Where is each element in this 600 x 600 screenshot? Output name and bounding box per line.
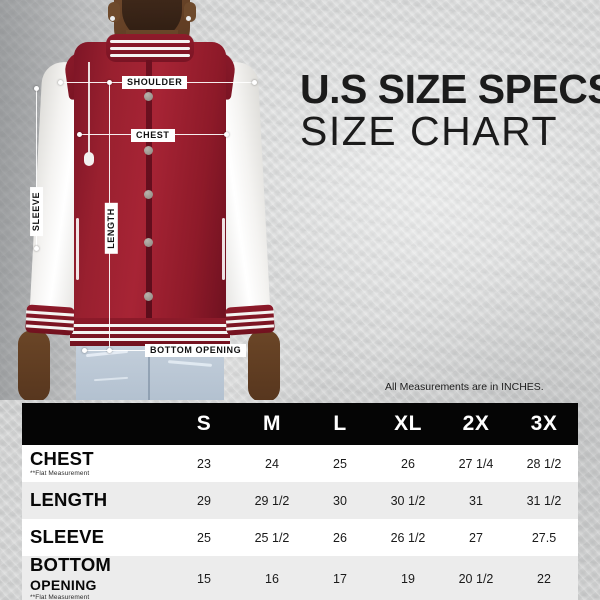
drawcord-tip (84, 152, 94, 166)
cell-bottom-xl: 19 (374, 556, 442, 600)
cell-length-s: 29 (170, 482, 238, 519)
cell-chest-l: 25 (306, 445, 374, 482)
length-guide-endpoint (107, 80, 112, 85)
shoulder-guide-endpoint (252, 80, 257, 85)
chest-label: CHEST (131, 129, 175, 142)
earring-stud (186, 16, 191, 21)
length-label: LENGTH (104, 203, 118, 254)
row-label-sleeve: SLEEVE (22, 519, 170, 556)
cell-length-l: 30 (306, 482, 374, 519)
table-row: SLEEVE 25 25 1/2 26 26 1/2 27 27.5 (22, 519, 578, 556)
table-row: BOTTOM OPENING **Flat Measurement 15 16 … (22, 554, 578, 600)
header-size-l: L (306, 403, 374, 445)
header-size-m: M (238, 403, 306, 445)
table-header-row: S M L XL 2X 3X (22, 403, 578, 445)
shoulder-guide-endpoint (58, 80, 63, 85)
bottom-opening-guide-endpoint (82, 348, 87, 353)
chest-guide-endpoint (224, 132, 229, 137)
chest-guide-endpoint (77, 132, 82, 137)
row-label-chest-sub: **Flat Measurement (30, 469, 90, 477)
cell-sleeve-2x: 27 (442, 519, 510, 556)
header-size-s: S (170, 403, 238, 445)
cell-bottom-s: 15 (170, 556, 238, 600)
row-label-bottom-opening: BOTTOM OPENING **Flat Measurement (22, 554, 170, 600)
cell-sleeve-xl: 26 1/2 (374, 519, 442, 556)
sleeve-guide-endpoint (34, 86, 39, 91)
header-size-3x: 3X (510, 403, 578, 445)
cell-bottom-l: 17 (306, 556, 374, 600)
jacket-snap-button (144, 146, 153, 155)
cell-chest-3x: 28 1/2 (510, 445, 578, 482)
cell-chest-s: 23 (170, 445, 238, 482)
page-subtitle: SIZE CHART (300, 107, 558, 154)
cell-sleeve-l: 26 (306, 519, 374, 556)
collar-stripe (110, 47, 190, 50)
jacket-snap-button (144, 292, 153, 301)
sleeve-guide-line (36, 88, 37, 248)
waistband-stripe (70, 338, 230, 341)
row-label-bottom-sub: **Flat Measurement (30, 594, 90, 600)
earring-stud (110, 16, 115, 21)
row-label-chest: CHEST **Flat Measurement (22, 445, 170, 482)
cell-bottom-2x: 20 1/2 (442, 556, 510, 600)
cell-length-xl: 30 1/2 (374, 482, 442, 519)
title-block: U.S SIZE SPECS SIZE CHART (300, 66, 600, 154)
jacket-pocket-right (222, 218, 225, 280)
row-label-bottom-word: BOTTOM (30, 554, 112, 575)
cell-sleeve-m: 25 1/2 (238, 519, 306, 556)
cell-bottom-m: 16 (238, 556, 306, 600)
size-chart-table-wrap: S M L XL 2X 3X CHEST **Flat Measurement … (22, 403, 578, 600)
row-label-length-main: LENGTH (30, 489, 108, 511)
table-header: S M L XL 2X 3X (22, 403, 578, 445)
row-label-sleeve-main: SLEEVE (30, 526, 105, 548)
cell-sleeve-3x: 27.5 (510, 519, 578, 556)
units-note: All Measurements are in INCHES. (385, 381, 544, 393)
bottom-opening-label: BOTTOM OPENING (145, 344, 247, 357)
size-chart-table: S M L XL 2X 3X CHEST **Flat Measurement … (22, 403, 578, 600)
row-label-chest-main: CHEST (30, 448, 94, 469)
cell-length-m: 29 1/2 (238, 482, 306, 519)
row-label-opening-word: OPENING (30, 576, 97, 593)
header-size-2x: 2X (442, 403, 510, 445)
sleeve-label: SLEEVE (30, 186, 44, 237)
jacket-pocket-left (76, 218, 79, 280)
sleeve-guide-endpoint (34, 246, 39, 251)
cell-sleeve-s: 25 (170, 519, 238, 556)
collar-stripe (110, 40, 190, 43)
header-corner-cell (22, 403, 170, 445)
shoulder-label: SHOULDER (122, 76, 188, 89)
cell-bottom-3x: 22 (510, 556, 578, 600)
table-body: CHEST **Flat Measurement 23 24 25 26 27 … (22, 445, 578, 600)
model-left-arm (18, 330, 50, 400)
jacket-snap-button (144, 190, 153, 199)
model-right-arm (248, 330, 280, 400)
page-title: U.S SIZE SPECS (300, 66, 600, 112)
jacket-snap-button (144, 92, 153, 101)
waistband-stripe (70, 331, 230, 334)
table-row: CHEST **Flat Measurement 23 24 25 26 27 … (22, 445, 578, 482)
collar-stripe (110, 54, 190, 57)
cell-chest-xl: 26 (374, 445, 442, 482)
jeans-seam (148, 336, 150, 400)
table-row: LENGTH 29 29 1/2 30 30 1/2 31 31 1/2 (22, 482, 578, 519)
cell-length-2x: 31 (442, 482, 510, 519)
jacket-snap-button (144, 238, 153, 247)
model-photo (0, 0, 300, 400)
drawcord (88, 62, 90, 158)
cell-length-3x: 31 1/2 (510, 482, 578, 519)
cell-chest-m: 24 (238, 445, 306, 482)
row-label-bottom-main: BOTTOM OPENING (30, 554, 111, 594)
row-label-length: LENGTH (22, 482, 170, 519)
header-size-xl: XL (374, 403, 442, 445)
cell-chest-2x: 27 1/4 (442, 445, 510, 482)
waistband-stripe (70, 324, 230, 327)
